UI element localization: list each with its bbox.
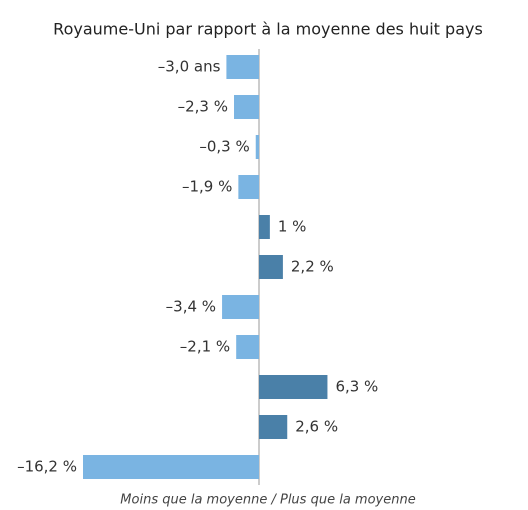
value-label: 2,2 % (291, 258, 334, 276)
x-axis-label: Moins que la moyenne / Plus que la moyen… (120, 493, 415, 508)
bar (222, 295, 259, 319)
value-label: –1,9 % (182, 178, 232, 196)
value-label: –3,0 ans (158, 58, 221, 76)
bar (259, 215, 270, 239)
bar (83, 455, 259, 479)
value-label: –2,1 % (180, 338, 230, 356)
bar (236, 335, 259, 359)
chart-title: Royaume-Uni par rapport à la moyenne des… (53, 20, 483, 39)
value-label: 6,3 % (335, 378, 378, 396)
value-label: –0,3 % (199, 138, 249, 156)
value-label: –3,4 % (166, 298, 216, 316)
value-label: 2,6 % (295, 418, 338, 436)
value-label: 1 % (278, 218, 307, 236)
bar (259, 375, 328, 399)
bar (259, 255, 283, 279)
bar (234, 95, 259, 119)
bar (226, 55, 259, 79)
value-label: –16,2 % (17, 458, 77, 476)
bar (259, 415, 288, 439)
bar (238, 175, 259, 199)
bar (255, 135, 259, 159)
value-label: –2,3 % (178, 98, 228, 116)
